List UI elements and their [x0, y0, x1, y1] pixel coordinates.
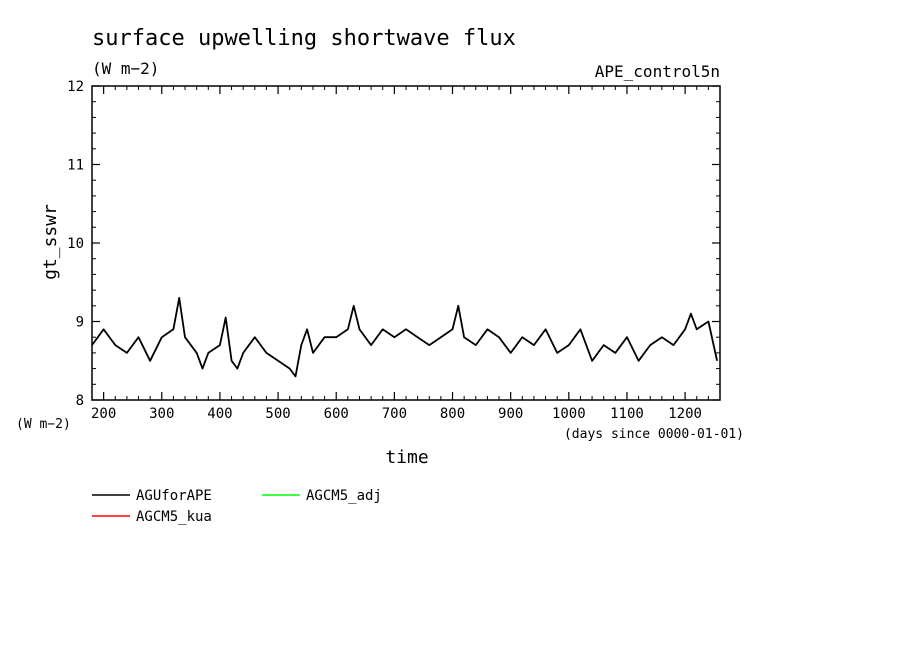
plot-series [91, 296, 718, 378]
x-tick-label: 300 [149, 406, 174, 422]
x-tick-label: 1200 [668, 406, 702, 422]
legend-label: AGCM5_adj [306, 488, 382, 504]
x-axis-title: time [385, 447, 428, 468]
plot-axes: 200 300 400 500 600 700 800 900 1000 1100 1200 8 9 10… [67, 79, 721, 422]
x-tick-label: 1000 [552, 406, 586, 422]
y-tick-label: 8 [76, 393, 84, 409]
y-tick-label: 9 [76, 315, 84, 331]
chart-units: (W m−2) [92, 59, 159, 78]
x-tick-label: 800 [440, 406, 465, 422]
x-tick-label: 600 [324, 406, 349, 422]
chart-title: surface upwelling shortwave flux [92, 26, 516, 51]
x-tick-label: 900 [498, 406, 523, 422]
series-line [91, 296, 718, 378]
x-tick-label: 400 [207, 406, 232, 422]
y-axis-title: gt_sswr [40, 204, 61, 280]
legend-label: AGUforAPE [136, 488, 212, 504]
x-tick-label: 500 [265, 406, 290, 422]
y-tick-label: 12 [67, 79, 84, 95]
y-tick-label: 10 [67, 236, 84, 252]
experiment-label: APE_control5n [595, 62, 720, 81]
legend: AGUforAPE AGCM5_kua AGCM5_adj [92, 488, 382, 525]
y-tick-label: 11 [67, 158, 84, 174]
plot-frame [91, 85, 721, 401]
legend-label: AGCM5_kua [136, 509, 212, 525]
y-axis-units: (W m−2) [16, 417, 71, 432]
x-tick-label: 700 [382, 406, 407, 422]
x-axis-units: (days since 0000-01-01) [564, 427, 744, 442]
x-tick-label: 200 [91, 406, 116, 422]
x-tick-label: 1100 [610, 406, 644, 422]
